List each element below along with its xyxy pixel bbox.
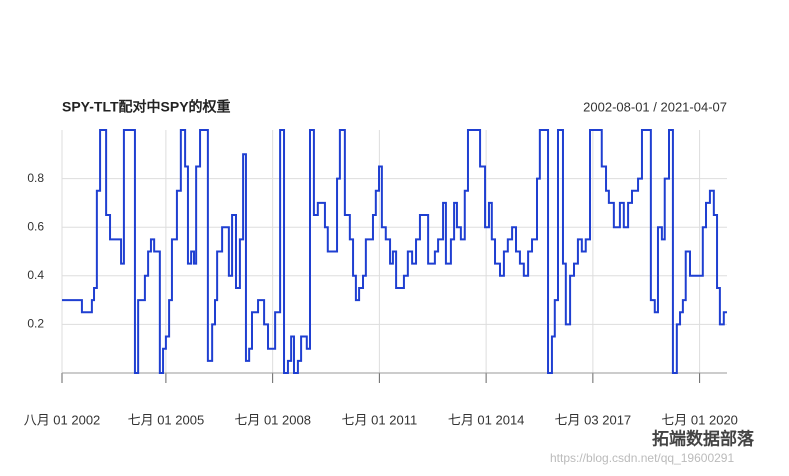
x-tick-label: 七月 01 2005 [128,412,205,427]
x-tick-label: 七月 03 2017 [555,412,632,427]
y-tick-label: 0.4 [27,268,44,282]
chart-title: SPY-TLT配对中SPY的权重 [62,99,231,115]
watermark: 拓端数据部落 [652,428,755,448]
x-tick-label: 七月 01 2011 [342,412,418,427]
weight-line [62,129,727,374]
x-tick-label: 七月 01 2008 [234,412,311,427]
y-tick-label: 0.8 [27,171,44,185]
x-tick-label: 七月 01 2014 [448,412,525,427]
y-tick-label: 0.6 [27,219,44,233]
x-tick-label: 八月 01 2002 [24,412,101,427]
x-tick-label: 七月 01 2020 [661,412,738,427]
chart-subtitle: 2002-08-01 / 2021-04-07 [583,99,727,114]
source-url: https://blog.csdn.net/qq_19600291 [550,451,734,465]
y-tick-label: 0.2 [27,317,44,331]
